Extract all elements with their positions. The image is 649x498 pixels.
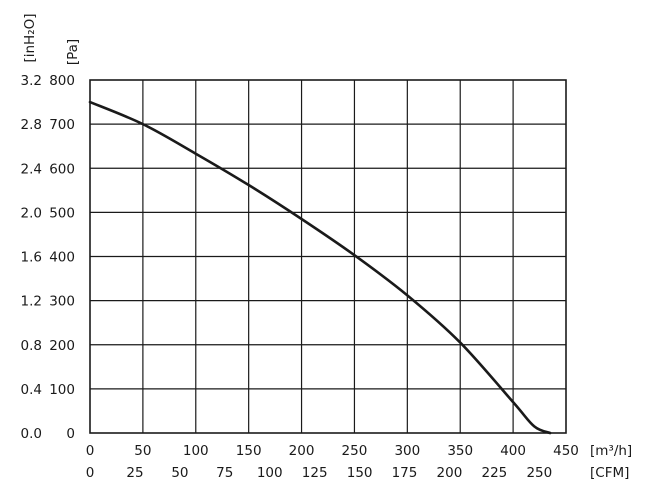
y-tick-label-pa: 100	[49, 382, 75, 398]
x-tick-label-m3h: 450	[553, 443, 579, 459]
y-tick-label-inh2o: 1.6	[21, 250, 42, 266]
x-tick-label-m3h: 300	[394, 443, 420, 459]
x-tick-label-cfm: 0	[86, 465, 95, 481]
y-tick-label-inh2o: 0.8	[21, 338, 42, 354]
axis-labels: 0 50 100 150 200 250 300 350 400 45000.01000.4200…	[21, 13, 633, 481]
x-tick-label-m3h: 150	[236, 443, 262, 459]
y-unit-pa: [Pa]	[65, 39, 81, 65]
y-tick-label-inh2o: 2.0	[21, 205, 42, 221]
y-tick-label-pa: 400	[49, 250, 75, 266]
x-tick-label-cfm: 175	[392, 465, 418, 481]
x-tick-label-m3h: 0	[86, 443, 95, 459]
x-tick-label-cfm: 200	[437, 465, 463, 481]
x-unit-cfm: [CFM]	[590, 465, 629, 481]
y-tick-label-inh2o: 3.2	[21, 73, 42, 89]
x-tick-label-cfm: 25	[126, 465, 143, 481]
x-tick-label-m3h: 350	[447, 443, 473, 459]
x-tick-label-cfm: 150	[347, 465, 373, 481]
y-unit-inh2o: [inH₂O]	[22, 13, 38, 62]
y-tick-label-inh2o: 0.0	[21, 426, 42, 442]
x-tick-label-m3h: 250	[342, 443, 368, 459]
y-tick-label-pa: 600	[49, 161, 75, 177]
y-tick-label-inh2o: 0.4	[21, 382, 42, 398]
x-tick-label-cfm: 125	[302, 465, 328, 481]
y-tick-label-pa: 500	[49, 205, 75, 221]
y-tick-label-pa: 200	[49, 338, 75, 354]
plot-frame	[89, 79, 567, 434]
x-unit-m3h: [m³/h]	[590, 443, 632, 459]
y-tick-label-inh2o: 2.4	[21, 161, 42, 177]
x-tick-label-m3h: 100	[183, 443, 209, 459]
y-tick-label-pa: 300	[49, 294, 75, 310]
y-tick-label-inh2o: 2.8	[21, 117, 42, 133]
performance-curve	[88, 100, 552, 435]
x-tick-label-cfm: 100	[257, 465, 283, 481]
y-tick-label-pa: 0	[66, 426, 75, 442]
x-tick-label-m3h: 50	[134, 443, 151, 459]
x-tick-label-cfm: 250	[526, 465, 552, 481]
x-tick-label-cfm: 75	[216, 465, 233, 481]
y-tick-label-pa: 800	[49, 73, 75, 89]
x-tick-label-cfm: 50	[171, 465, 188, 481]
y-tick-label-inh2o: 1.2	[21, 294, 42, 310]
x-tick-label-m3h: 400	[500, 443, 526, 459]
y-tick-label-pa: 700	[49, 117, 75, 133]
x-tick-label-m3h: 200	[289, 443, 315, 459]
curve-layer	[88, 100, 552, 435]
x-tick-label-cfm: 225	[481, 465, 507, 481]
